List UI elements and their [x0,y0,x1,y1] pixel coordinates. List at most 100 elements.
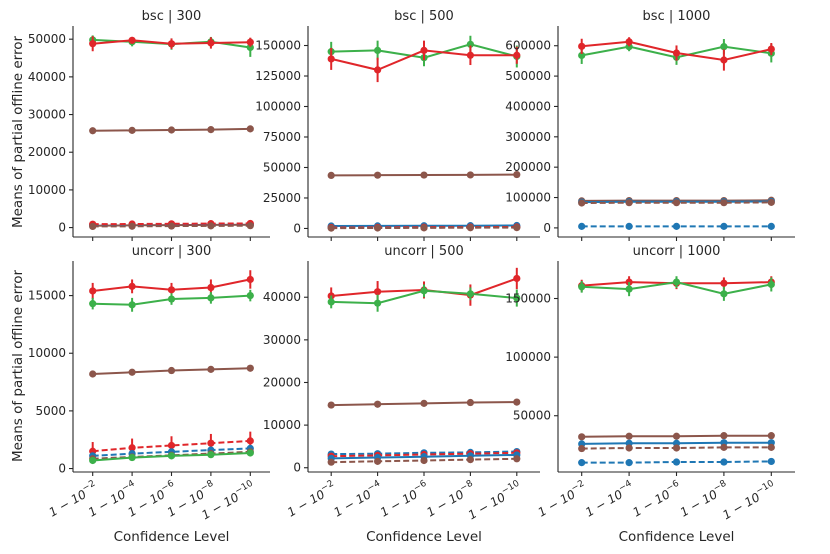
data-point [720,279,728,287]
panel-title: uncorr | 1000 [633,244,721,259]
data-point [167,40,176,48]
data-point [625,38,633,46]
data-point [625,222,633,230]
y-tick-label: 125000 [255,69,301,83]
data-point [720,458,728,466]
data-point [513,294,521,302]
y-tick-label: 75000 [263,130,301,144]
data-point [625,199,633,207]
x-tick-label-base: 1 − 10 [199,490,241,523]
data-point [207,451,215,459]
data-point [167,366,176,375]
panel-1: bsc | 300 0 10000 20000 30000 40000 50000 [28,9,270,241]
data-point [128,282,136,290]
data-point [625,444,633,452]
data-point [720,43,728,51]
x-tick-label: 1 − 10−2 [535,479,590,520]
x-tick-label-exponent: −10 [500,479,522,497]
data-point [128,222,136,230]
y-tick-label: 20000 [263,375,301,389]
x-tick-label-base: 1 − 10 [678,487,720,520]
data-point [513,398,521,406]
panel-3: bsc | 1000 0 100000 200000 300000 400000 50000… [505,9,795,241]
data-point [466,171,474,179]
panel-title: bsc | 300 [142,9,202,24]
data-point [246,222,254,230]
y-tick-label: 15000 [28,289,66,303]
y-tick-label: 100000 [505,191,551,205]
data-point [167,295,176,303]
data-point [246,291,254,300]
data-point [625,285,633,293]
data-point [207,365,215,373]
data-point [767,45,775,53]
x-tick-label-base: 1 − 10 [285,487,327,520]
data-point [327,458,335,466]
data-point [767,280,775,289]
data-point [207,283,215,292]
x-tick-label: 1 − 10−6 [377,479,432,520]
x-tick-label-base: 1 − 10 [47,487,89,520]
data-point [466,40,474,48]
data-point [167,286,176,294]
data-point [89,370,97,378]
y-axis-label-bottom: Means of partial offline error [10,270,26,463]
data-point [246,125,254,133]
y-tick-label: 0 [58,462,66,476]
x-tick-label: 1 − 10−10 [719,479,779,523]
data-point [767,457,775,466]
y-tick-label: 300000 [505,130,551,144]
data-point [672,458,681,466]
data-point [513,51,521,59]
x-axis-label: Confidence Level [366,529,482,545]
data-point [420,287,428,295]
y-tick-label: 50000 [263,160,301,174]
data-point [767,222,775,230]
y-tick-label: 20000 [28,145,66,159]
y-tick-label: 30000 [28,108,66,122]
x-tick-label-base: 1 − 10 [720,490,762,523]
x-tick-label-base: 1 − 10 [630,487,672,520]
data-point [246,43,254,52]
data-point [578,42,586,50]
data-point [420,46,428,54]
y-tick-label: 100000 [505,350,551,364]
data-point [246,38,254,46]
x-tick-label-base: 1 − 10 [86,487,128,520]
data-point [578,459,586,467]
data-point [513,274,521,283]
x-tick-label: 1 − 10−4 [330,479,385,520]
data-point [672,199,681,207]
data-point [720,222,728,230]
data-point [578,199,586,207]
y-axis-label-top: Means of partial offline error [10,36,26,229]
data-point [327,224,335,232]
y-tick-label: 40000 [28,70,66,84]
y-tick-label: 0 [293,461,301,475]
x-tick-label-exponent: −10 [233,479,255,497]
y-tick-label: 0 [543,221,551,235]
x-tick-label-base: 1 − 10 [466,490,508,523]
data-point [513,455,521,463]
data-point [207,294,215,302]
x-tick-label-base: 1 − 10 [125,487,167,520]
data-point [327,298,335,306]
data-point [420,171,428,179]
data-point [720,443,728,451]
data-point [128,453,136,462]
data-point [466,224,474,232]
data-point [128,444,136,452]
panel-title: uncorr | 300 [132,244,212,259]
panel-title: bsc | 500 [394,9,454,24]
panel-2: bsc | 500 0 25000 50000 75000 100000 125000 150… [255,9,540,241]
data-point [578,222,586,230]
data-point [466,456,474,464]
data-point [720,290,728,298]
data-point [578,283,586,291]
data-point [374,400,382,408]
data-point [246,449,254,457]
data-point [720,56,728,64]
series-line-red-dashed [92,222,251,226]
